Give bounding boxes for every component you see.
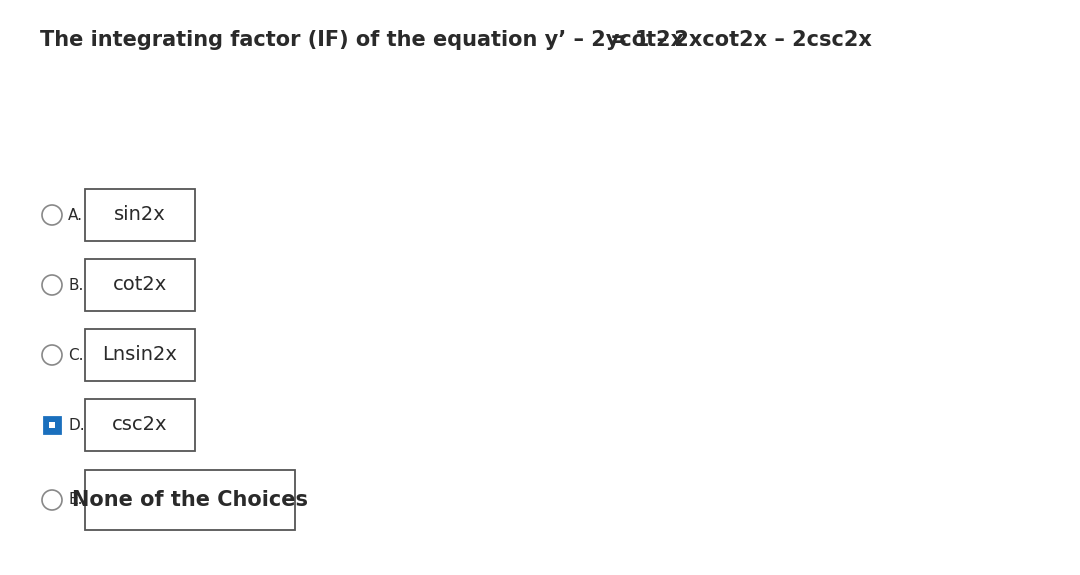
Text: sin2x: sin2x [114, 205, 166, 224]
Bar [85, 189, 195, 241]
Bar [49, 421, 55, 428]
Bar [85, 329, 195, 381]
Text: cot2x: cot2x [113, 275, 167, 294]
Text: csc2x: csc2x [112, 416, 167, 435]
Text: B.: B. [68, 278, 83, 293]
Text: Lnsin2x: Lnsin2x [103, 346, 177, 365]
Text: A.: A. [68, 208, 83, 223]
Text: None of the Choices: None of the Choices [72, 490, 308, 510]
Text: D.: D. [68, 417, 84, 432]
Bar [85, 399, 195, 451]
Text: The integrating factor (IF) of the equation y’ – 2ycot2x: The integrating factor (IF) of the equat… [40, 30, 684, 50]
Bar [85, 470, 295, 530]
Text: E.: E. [68, 493, 82, 508]
Bar [85, 259, 195, 311]
Text: = 1 – 2xcot2x – 2csc2x: = 1 – 2xcot2x – 2csc2x [610, 30, 872, 50]
Bar [44, 417, 60, 433]
Text: C.: C. [68, 347, 83, 362]
